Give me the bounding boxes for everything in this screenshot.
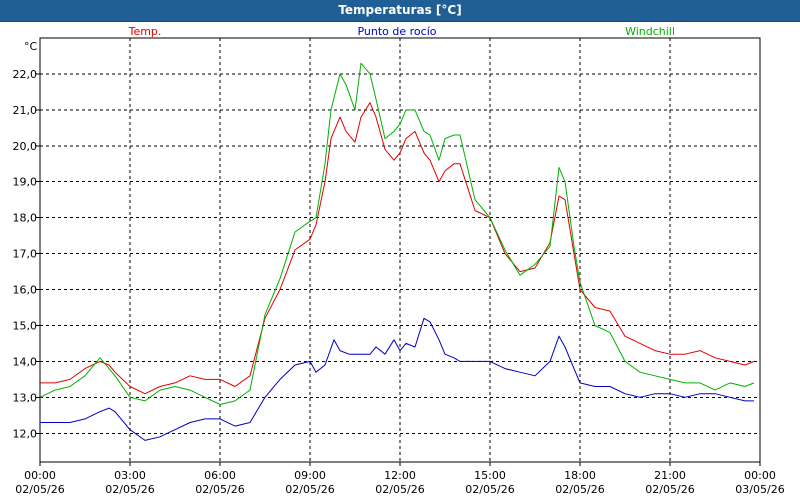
- x-tick-time-label: 06:00: [204, 469, 236, 482]
- series-line-2: [39, 62, 755, 405]
- legend-entry-1: Punto de rocío: [357, 25, 436, 38]
- series-line-0: [40, 102, 755, 395]
- y-tick-label: 16,0: [13, 284, 38, 297]
- x-tick-date-label: 02/05/26: [465, 483, 514, 496]
- x-tick-date-label: 03/05/26: [735, 483, 784, 496]
- x-tick-date-label: 02/05/26: [195, 483, 244, 496]
- x-tick-time-label: 09:00: [294, 469, 326, 482]
- y-tick-label: 20,0: [13, 140, 38, 153]
- x-tick-time-label: 00:00: [24, 469, 56, 482]
- y-tick-label: 12,0: [13, 427, 38, 440]
- x-tick-time-label: 00:00: [744, 469, 776, 482]
- window-title: Temperaturas [°C]: [0, 0, 800, 22]
- y-tick-label: 19,0: [13, 176, 38, 189]
- x-tick-date-label: 02/05/26: [555, 483, 604, 496]
- x-tick-date-label: 02/05/26: [375, 483, 424, 496]
- plot-frame: [39, 37, 761, 463]
- y-axis-unit-label: °C: [24, 40, 38, 53]
- x-tick-time-label: 18:00: [564, 469, 596, 482]
- legend-entry-0: Temp.: [128, 25, 162, 38]
- y-tick-label: 14,0: [13, 355, 38, 368]
- x-tick-date-label: 02/05/26: [645, 483, 694, 496]
- series-line-1: [40, 317, 754, 441]
- x-tick-date-label: 02/05/26: [285, 483, 334, 496]
- y-tick-label: 13,0: [13, 391, 38, 404]
- x-tick-date-label: 02/05/26: [15, 483, 64, 496]
- x-tick-time-label: 12:00: [384, 469, 416, 482]
- y-tick-label: 15,0: [13, 319, 38, 332]
- y-tick-label: 17,0: [13, 248, 38, 261]
- y-tick-label: 18,0: [13, 212, 38, 225]
- x-tick-time-label: 03:00: [114, 469, 146, 482]
- legend-entry-2: Windchill: [625, 25, 675, 38]
- y-tick-label: 22,0: [13, 68, 38, 81]
- y-tick-label: 21,0: [13, 104, 38, 117]
- x-tick-time-label: 21:00: [654, 469, 686, 482]
- x-tick-date-label: 02/05/26: [105, 483, 154, 496]
- x-tick-time-label: 15:00: [474, 469, 506, 482]
